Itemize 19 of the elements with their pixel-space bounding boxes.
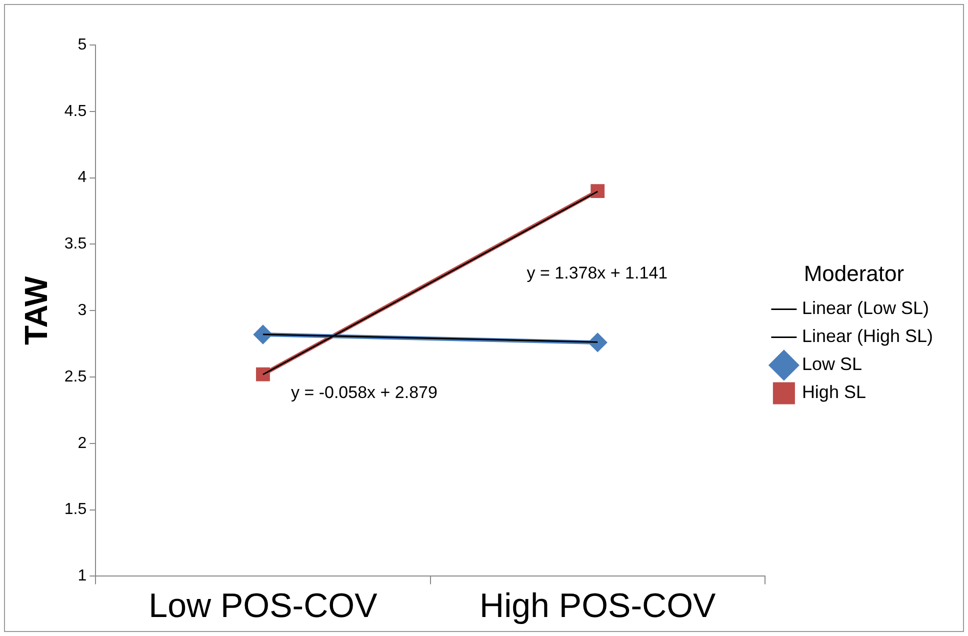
legend-label: Low SL [802,354,862,374]
annotation: y = 1.378x + 1.141 [526,264,668,283]
y-axis-title: TAW [18,275,54,345]
legend-label: Linear (Low SL) [802,298,930,318]
y-tick-label: 3 [78,302,87,320]
y-tick-label: 2 [78,434,87,452]
legend-title: Moderator [804,260,904,286]
y-tick-label: 4.5 [64,102,87,120]
y-tick-label: 3.5 [64,236,87,253]
x-tick-label: High POS-COV [480,586,716,625]
y-tick-label: 2.5 [64,368,87,386]
legend-label: Linear (High SL) [802,326,933,346]
legend-label: High SL [802,382,866,402]
x-tick-label: Low POS-COV [148,586,378,625]
y-tick-label: 1 [78,568,87,585]
annotation: y = -0.058x + 2.879 [290,383,438,402]
y-tick-label: 4 [78,169,87,186]
y-tick-label: 1.5 [64,501,87,518]
y-tick-label: 5 [78,36,87,54]
